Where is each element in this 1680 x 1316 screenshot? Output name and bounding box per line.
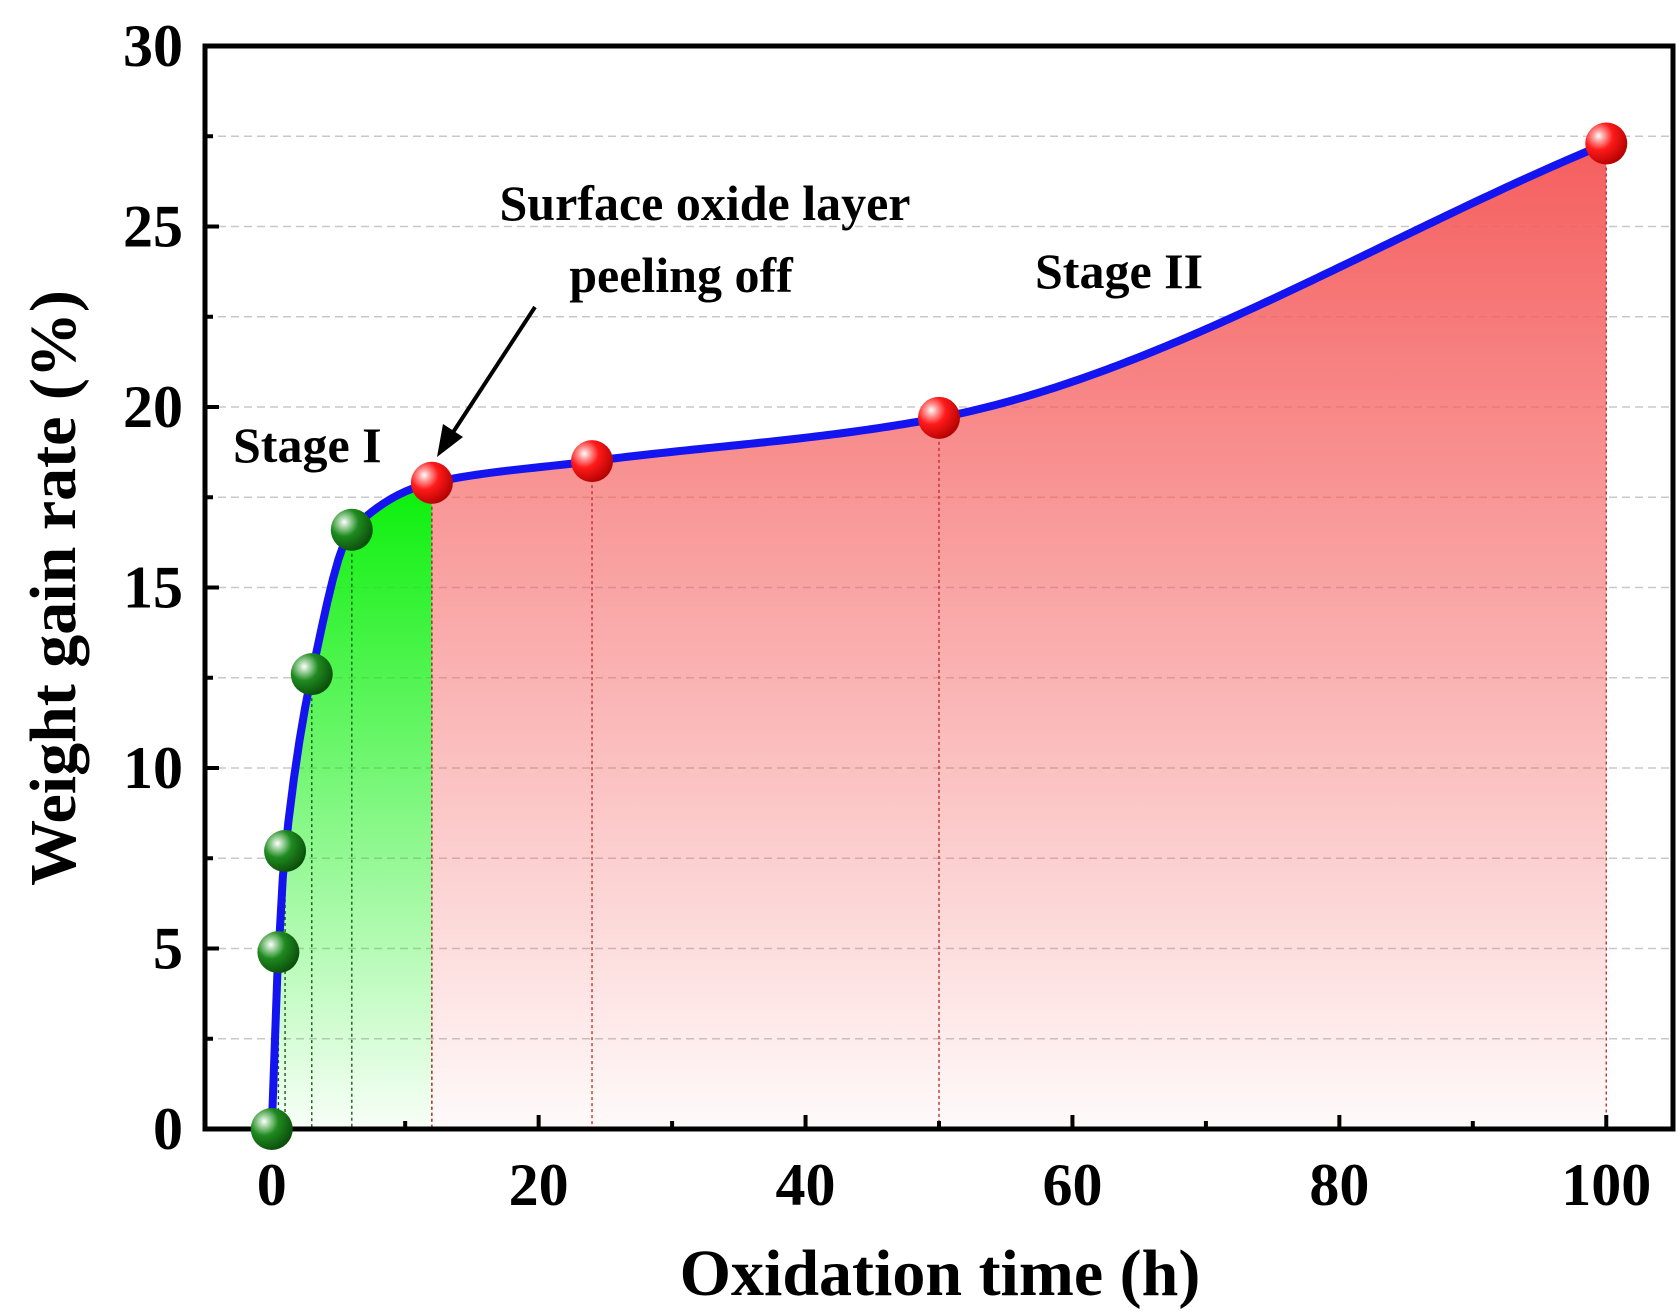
- stage-2-marker: [1585, 122, 1628, 165]
- stage-1-label: Stage I: [233, 417, 382, 473]
- drop-lines: [277, 143, 1607, 1129]
- x-tick-label: 80: [1309, 1152, 1369, 1218]
- x-tick-label: 0: [257, 1152, 287, 1218]
- y-tick-label: 0: [153, 1096, 183, 1162]
- stage-2-marker: [571, 440, 614, 483]
- stage-1-marker: [264, 830, 307, 873]
- stage-1-marker: [290, 653, 333, 696]
- stage-2-label: Stage II: [1035, 243, 1203, 299]
- y-tick-label: 10: [123, 735, 183, 801]
- y-tick-label: 30: [123, 13, 183, 79]
- peeling-arrow-shaft: [446, 305, 537, 442]
- x-tick-label: 100: [1561, 1152, 1651, 1218]
- stage-2-marker: [918, 396, 960, 439]
- x-axis-title: Oxidation time (h): [680, 1237, 1201, 1310]
- axis-ticks: 0 5 10 15 20 25 30 0 20 40 60 80 100: [123, 13, 1651, 1218]
- stage-1-marker: [257, 931, 300, 974]
- stage-2-area-fill: [431, 143, 1607, 1129]
- y-tick-label: 20: [123, 374, 183, 440]
- stage-2-marker: [410, 461, 453, 504]
- stage-1-marker: [330, 508, 373, 551]
- peeling-annotation-line1: Surface oxide layer: [499, 175, 910, 231]
- y-tick-label: 5: [153, 916, 183, 982]
- peeling-arrow-head: [437, 424, 463, 457]
- x-tick-label: 20: [509, 1152, 569, 1218]
- peeling-annotation-line2: peeling off: [569, 247, 794, 303]
- stage-1-marker: [250, 1108, 293, 1150]
- data-markers: [250, 122, 1628, 1150]
- x-tick-label: 40: [776, 1152, 836, 1218]
- y-tick-label: 15: [123, 555, 183, 621]
- y-tick-label: 25: [123, 194, 183, 260]
- y-axis-title: Weight gain rate (%): [17, 290, 90, 886]
- x-tick-label: 60: [1042, 1152, 1102, 1218]
